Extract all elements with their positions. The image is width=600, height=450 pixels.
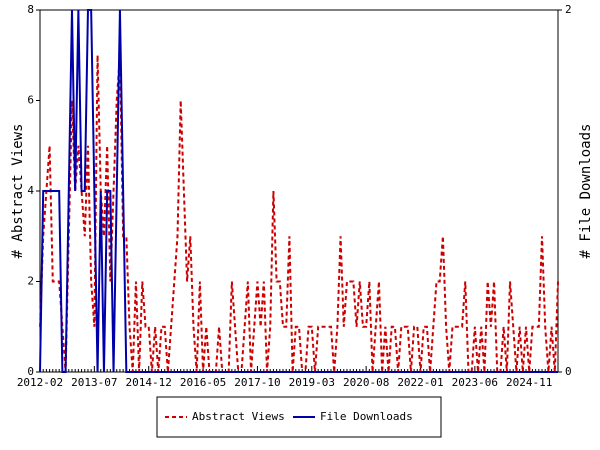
x-tick-label: 2017-10 [234,376,280,389]
x-tick-label: 2014-12 [126,376,172,389]
y-tick-label: 4 [27,184,34,197]
x-tick-label: 2024-11 [506,376,552,389]
y-tick-label: 2 [27,275,34,288]
y2-axis-label: # File Downloads [578,124,594,259]
x-tick-label: 2022-01 [397,376,443,389]
y2-tick-label: 2 [565,3,572,16]
y2-tick-label: 0 [565,365,572,378]
x-tick-label: 2013-07 [71,376,117,389]
x-tick-label: 2012-02 [17,376,63,389]
x-tick-label: 2016-05 [180,376,226,389]
x-tick-label: 2019-03 [289,376,335,389]
x-tick-label: 2023-06 [452,376,498,389]
legend-label: Abstract Views [192,410,285,423]
y-tick-label: 6 [27,94,34,107]
series-line [39,9,558,373]
x-tick-label: 2020-08 [343,376,389,389]
y-tick-label: 8 [27,3,34,16]
y-axis-label: # Abstract Views [10,124,26,259]
y-tick-label: 0 [27,365,34,378]
legend-box [156,396,442,438]
legend-label: File Downloads [320,410,413,423]
